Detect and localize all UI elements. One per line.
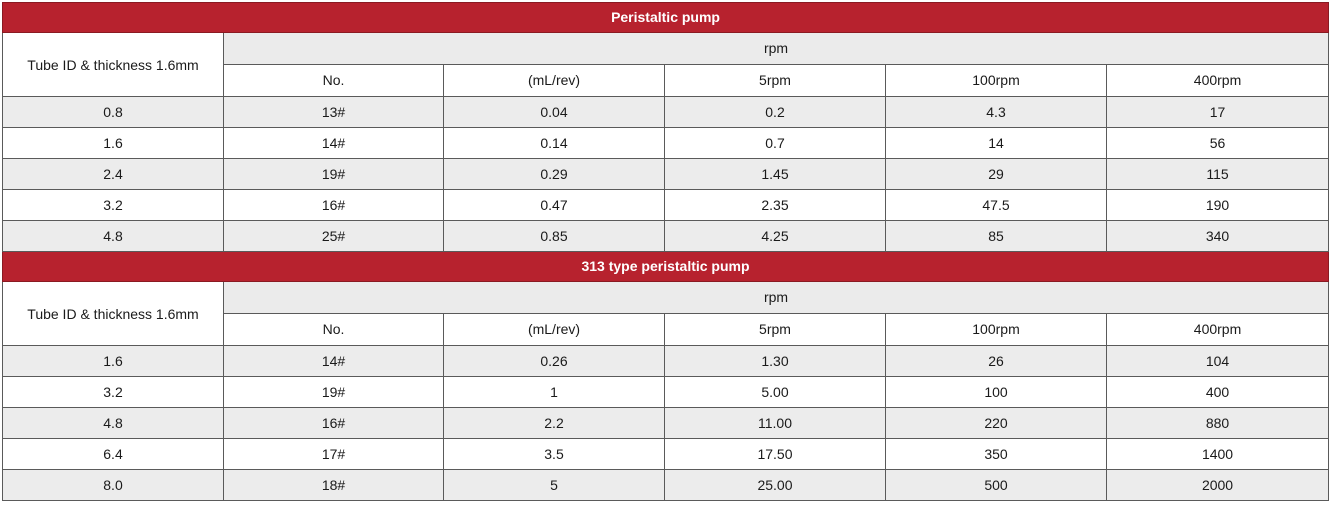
column-header: No. [223,64,444,97]
tube-id-header: Tube ID & thickness 1.6mm [2,32,224,97]
table-cell: 1 [443,376,665,408]
table-cell: 16# [223,189,444,221]
table-cell: 0.04 [443,96,665,128]
table-cell: 2.4 [2,158,224,190]
table-cell: 14# [223,345,444,377]
table-cell: 4.3 [885,96,1107,128]
column-header-row: No. (mL/rev) 5rpm 100rpm 400rpm [3,64,1330,97]
table-cell: 1.45 [664,158,886,190]
table-title-row: 313 type peristaltic pump [1,251,1330,282]
table-cell: 11.00 [664,407,886,439]
table-cell: 500 [885,469,1107,501]
table-cell: 880 [1105,407,1330,439]
table-cell: 25.00 [664,469,886,501]
table-cell: 1.6 [2,127,224,159]
table-cell: 0.26 [443,345,665,377]
table-cell: 5 [443,469,665,501]
header-row: Tube ID & thickness 1.6mm rpm [2,281,1330,346]
table-row: 3.2 16# 0.47 2.35 47.5 190 [2,189,1330,221]
table-cell: 2.35 [664,189,886,221]
table-cell: 85 [885,220,1107,252]
table-cell: 1.6 [2,345,224,377]
table-cell: 19# [223,376,444,408]
table-cell: 104 [1105,345,1330,377]
table-cell: 17# [223,438,444,470]
table-cell: 1400 [1105,438,1330,470]
table-cell: 0.7 [664,127,886,159]
column-header: (mL/rev) [443,313,665,346]
column-header: (mL/rev) [443,64,665,97]
table-row: 4.8 25# 0.85 4.25 85 340 [2,220,1330,252]
table-cell: 19# [223,158,444,190]
table-cell: 14# [223,127,444,159]
table-cell: 16# [223,407,444,439]
table-cell: 29 [885,158,1107,190]
table-row: 0.8 13# 0.04 0.2 4.3 17 [2,96,1330,128]
table-cell: 14 [885,127,1107,159]
table-cell: 2.2 [443,407,665,439]
table-row: 2.4 19# 0.29 1.45 29 115 [2,158,1330,190]
table-row: 8.0 18# 5 25.00 500 2000 [2,469,1330,501]
table-cell: 0.85 [443,220,665,252]
table-cell: 4.25 [664,220,886,252]
table-cell: 8.0 [2,469,224,501]
table-cell: 25# [223,220,444,252]
table-cell: 0.47 [443,189,665,221]
table-cell: 340 [1105,220,1330,252]
table-cell: 3.2 [2,376,224,408]
column-header: 5rpm [664,313,886,346]
table-cell: 26 [885,345,1107,377]
table-cell: 13# [223,96,444,128]
table-cell: 17.50 [664,438,886,470]
header-row: Tube ID & thickness 1.6mm rpm [2,32,1330,97]
table-cell: 190 [1105,189,1330,221]
column-header: 400rpm [1105,313,1330,346]
table-cell: 0.2 [664,96,886,128]
table-row: 3.2 19# 1 5.00 100 400 [2,376,1330,408]
table-cell: 5.00 [664,376,886,408]
table-cell: 47.5 [885,189,1107,221]
column-header: 5rpm [664,64,886,97]
rpm-group-header: rpm [222,281,1330,314]
table-title: 313 type peristaltic pump [1,251,1330,282]
table-cell: 2000 [1105,469,1330,501]
table-cell: 350 [885,438,1107,470]
table-cell: 0.29 [443,158,665,190]
rpm-group-header: rpm [222,32,1330,65]
column-header: 100rpm [885,313,1107,346]
table-title: Peristaltic pump [1,2,1330,33]
table-cell: 18# [223,469,444,501]
table-title-row: Peristaltic pump [1,2,1330,33]
column-header: 400rpm [1105,64,1330,97]
table-row: 1.6 14# 0.26 1.30 26 104 [2,345,1330,377]
table-cell: 4.8 [2,407,224,439]
table-cell: 4.8 [2,220,224,252]
table-cell: 0.14 [443,127,665,159]
peristaltic-pump-spec-table: Peristaltic pump Tube ID & thickness 1.6… [1,2,1330,501]
table-cell: 100 [885,376,1107,408]
table-cell: 56 [1105,127,1330,159]
column-header-row: No. (mL/rev) 5rpm 100rpm 400rpm [3,313,1330,346]
table-cell: 3.2 [2,189,224,221]
table-cell: 0.8 [2,96,224,128]
table-row: 6.4 17# 3.5 17.50 350 1400 [2,438,1330,470]
table-cell: 115 [1105,158,1330,190]
table-cell: 220 [885,407,1107,439]
table-cell: 400 [1105,376,1330,408]
tube-id-header: Tube ID & thickness 1.6mm [2,281,224,346]
table-cell: 17 [1105,96,1330,128]
table-cell: 6.4 [2,438,224,470]
table-cell: 3.5 [443,438,665,470]
table-row: 1.6 14# 0.14 0.7 14 56 [2,127,1330,159]
table-cell: 1.30 [664,345,886,377]
column-header: No. [223,313,444,346]
table-row: 4.8 16# 2.2 11.00 220 880 [2,407,1330,439]
column-header: 100rpm [885,64,1107,97]
